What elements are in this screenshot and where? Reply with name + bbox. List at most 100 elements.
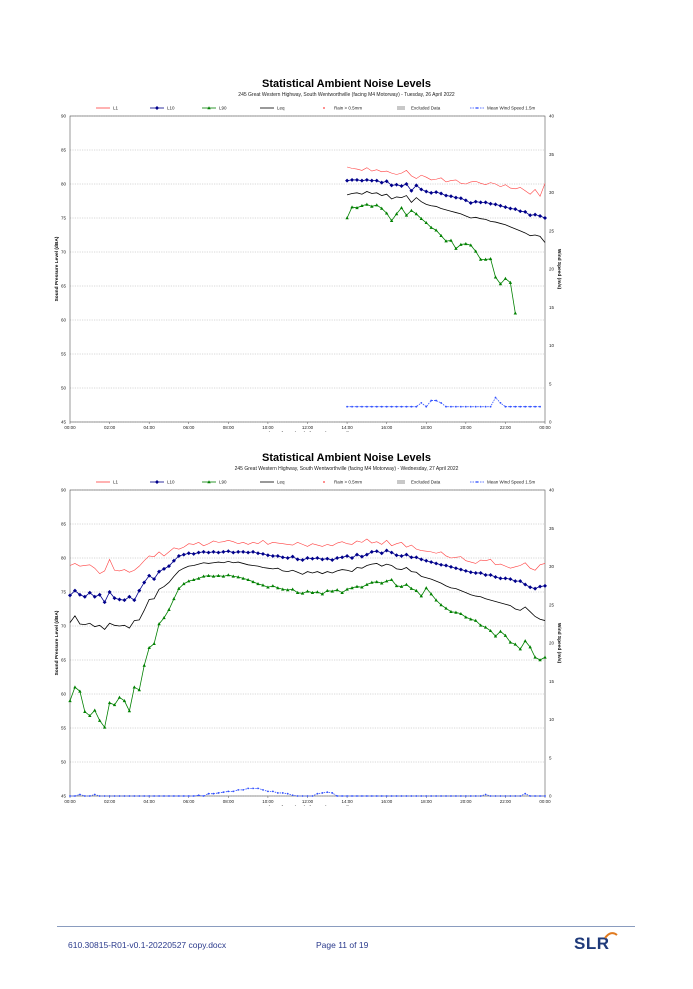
- data-point: [409, 555, 414, 560]
- data-point: [529, 795, 532, 797]
- data-point: [173, 795, 175, 797]
- data-point: [280, 555, 285, 560]
- data-point: [458, 567, 463, 572]
- data-point: [107, 701, 112, 705]
- data-point: [459, 405, 462, 408]
- data-point: [458, 196, 463, 201]
- data-point: [336, 795, 339, 797]
- y-tick-label: 75: [61, 590, 67, 595]
- data-point: [474, 795, 477, 797]
- data-point: [152, 641, 156, 645]
- series-l1-line: [69, 538, 546, 575]
- data-point: [533, 586, 538, 591]
- data-point: [478, 570, 483, 575]
- data-point: [498, 282, 503, 286]
- data-point: [187, 579, 191, 583]
- y2-tick-label: 5: [549, 755, 552, 760]
- data-point: [394, 553, 399, 558]
- data-point: [380, 581, 384, 585]
- data-point: [434, 190, 439, 195]
- data-point: [444, 563, 449, 568]
- chart-tuesday: Statistical Ambient Noise Levels 245 Gre…: [0, 72, 693, 432]
- data-point: [87, 590, 92, 595]
- data-point: [138, 795, 141, 797]
- y2-tick-label: 35: [549, 526, 555, 531]
- data-point: [380, 206, 384, 210]
- data-point: [384, 548, 389, 553]
- data-point: [493, 275, 498, 279]
- data-point: [390, 795, 393, 797]
- y2-tick-label: 15: [549, 679, 555, 684]
- data-point: [395, 405, 398, 408]
- data-point: [444, 239, 448, 243]
- x-tick-label: 22:00: [500, 425, 512, 430]
- legend-swatch: [397, 480, 405, 484]
- x-tick-label: 00:00: [64, 425, 76, 430]
- y-tick-label: 50: [61, 760, 67, 765]
- legend-label: L10: [167, 106, 175, 111]
- data-point: [459, 611, 463, 616]
- data-point: [133, 795, 136, 797]
- data-point: [533, 212, 538, 217]
- data-point: [296, 795, 299, 797]
- series-l10-line: [347, 179, 546, 219]
- data-point: [316, 792, 319, 795]
- data-point: [473, 570, 478, 575]
- data-point: [256, 582, 260, 586]
- data-point: [186, 551, 191, 556]
- data-point: [197, 794, 200, 797]
- data-point: [251, 549, 256, 554]
- data-point: [201, 574, 206, 578]
- data-point: [479, 795, 482, 797]
- x-tick-label: 12:00: [302, 799, 314, 804]
- data-point: [252, 787, 254, 790]
- data-point: [137, 688, 141, 692]
- data-point: [356, 405, 358, 408]
- data-point: [449, 564, 453, 569]
- data-point: [73, 685, 77, 689]
- data-point: [474, 405, 477, 408]
- y2-tick-label: 25: [549, 228, 555, 233]
- data-point: [414, 588, 419, 592]
- data-point: [350, 586, 354, 590]
- data-point: [276, 586, 280, 590]
- data-point: [69, 795, 71, 797]
- plot-frame: [69, 115, 546, 423]
- x-tick-label: 16:00: [381, 799, 393, 804]
- data-point: [192, 795, 195, 797]
- data-point: [385, 795, 388, 797]
- data-point: [88, 795, 91, 797]
- data-point: [488, 257, 493, 261]
- y-tick-label: 45: [61, 794, 67, 799]
- y2-tick-label: 40: [549, 114, 555, 119]
- data-point: [380, 405, 383, 408]
- x-tick-label: 14:00: [341, 799, 353, 804]
- data-point: [513, 642, 518, 646]
- legend-label: L1: [113, 106, 119, 111]
- data-point: [420, 401, 423, 404]
- data-point: [370, 204, 374, 208]
- data-point: [346, 405, 348, 408]
- data-point: [231, 550, 236, 555]
- data-point: [359, 178, 364, 183]
- x-tick-label: 08:00: [223, 799, 235, 804]
- data-point: [533, 655, 537, 659]
- data-point: [449, 609, 453, 614]
- data-point: [375, 405, 378, 408]
- data-point: [455, 405, 457, 408]
- data-point: [430, 399, 433, 402]
- legend-marker: [155, 106, 159, 110]
- data-point: [419, 216, 424, 220]
- y-tick-label: 60: [61, 318, 67, 323]
- data-point: [498, 629, 503, 633]
- data-point: [374, 178, 379, 183]
- series-leq-line: [346, 191, 546, 243]
- data-point: [127, 709, 132, 713]
- data-point: [286, 588, 290, 592]
- y-tick-label: 50: [61, 386, 67, 391]
- y-tick-label: 45: [61, 420, 67, 425]
- data-point: [112, 703, 117, 707]
- data-point: [478, 623, 483, 627]
- data-point: [83, 709, 87, 713]
- x-tick-label: 14:00: [341, 425, 353, 430]
